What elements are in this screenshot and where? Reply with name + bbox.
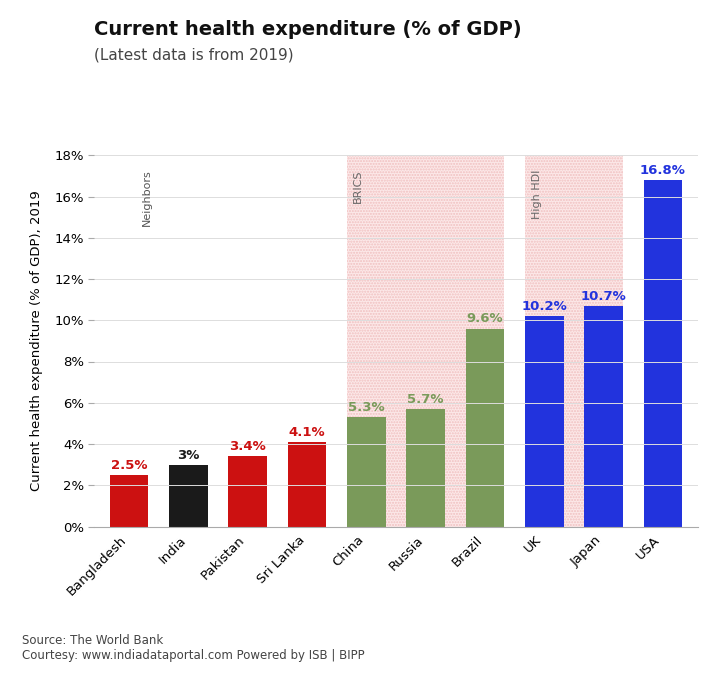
Bar <box>525 316 564 526</box>
Bar <box>644 180 682 526</box>
Text: Current health expenditure (% of GDP): Current health expenditure (% of GDP) <box>94 20 521 39</box>
Bar <box>288 442 326 526</box>
Bar <box>525 155 623 526</box>
Text: BRICS: BRICS <box>353 169 362 203</box>
Bar <box>584 306 623 526</box>
Bar <box>525 155 623 526</box>
Y-axis label: Current health expenditure (% of GDP), 2019: Current health expenditure (% of GDP), 2… <box>30 190 43 491</box>
Text: 4.1%: 4.1% <box>289 426 325 439</box>
Text: 5.3%: 5.3% <box>348 401 384 414</box>
Text: 5.7%: 5.7% <box>408 393 444 406</box>
Text: 16.8%: 16.8% <box>640 164 685 177</box>
Text: 3%: 3% <box>177 448 199 462</box>
Bar <box>406 409 445 526</box>
Bar <box>466 329 504 526</box>
Bar <box>347 417 386 526</box>
Text: 9.6%: 9.6% <box>467 313 503 325</box>
Text: Neighbors: Neighbors <box>142 169 152 226</box>
Text: 3.4%: 3.4% <box>230 440 266 454</box>
Text: Source: The World Bank
Courtesy: www.indiadataportal.com Powered by ISB | BIPP: Source: The World Bank Courtesy: www.ind… <box>22 634 364 662</box>
Bar <box>169 464 208 526</box>
Bar <box>347 155 504 526</box>
Text: (Latest data is from 2019): (Latest data is from 2019) <box>94 47 293 62</box>
Bar <box>228 456 267 526</box>
Text: High HDI: High HDI <box>532 169 542 219</box>
Text: 10.7%: 10.7% <box>580 290 626 302</box>
Bar <box>110 475 148 526</box>
Text: 10.2%: 10.2% <box>521 300 567 313</box>
Text: 2.5%: 2.5% <box>111 459 148 472</box>
Bar <box>347 155 504 526</box>
